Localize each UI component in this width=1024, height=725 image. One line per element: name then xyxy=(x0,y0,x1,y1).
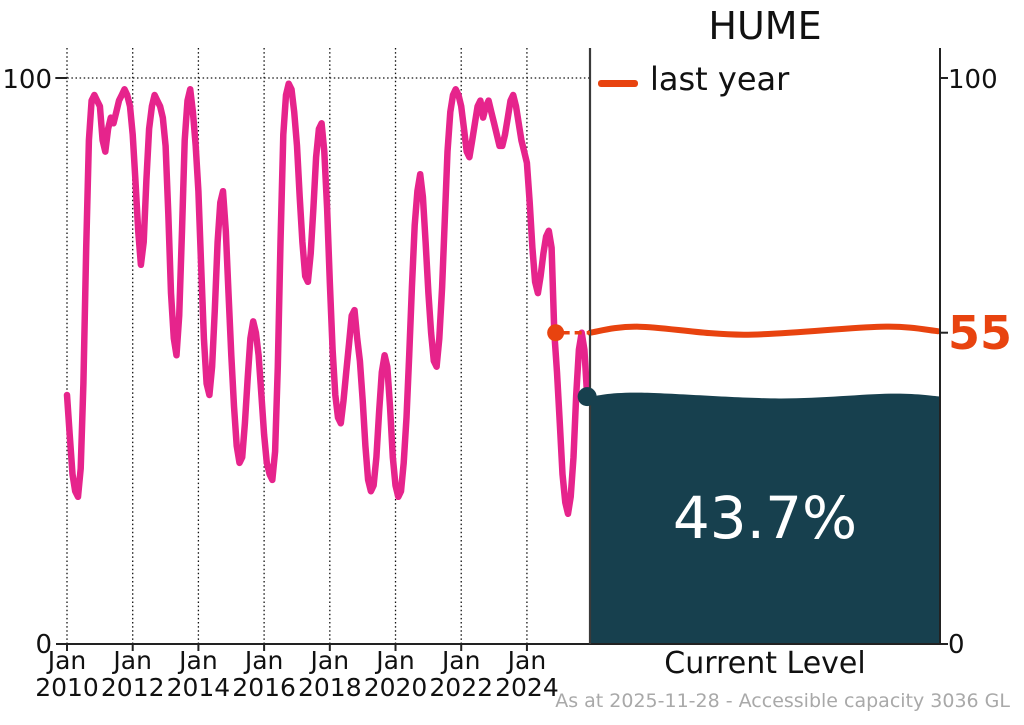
footnote: As at 2025-11-28 - Accessible capacity 3… xyxy=(555,690,1010,712)
x-tick-label: Jan 2018 xyxy=(298,646,362,702)
last-year-value-label: 55 xyxy=(948,306,1013,360)
history-line xyxy=(63,80,591,518)
x-tick-label: Jan 2020 xyxy=(363,646,428,702)
x-tick-label: Jan 2012 xyxy=(100,646,165,702)
x-tick-label: Jan 2014 xyxy=(166,646,231,702)
last-year-legend-label: last year xyxy=(650,60,790,98)
x-tick-label: Jan 2024 xyxy=(495,646,559,702)
page-title: HUME xyxy=(708,4,822,48)
last-year-legend-swatch xyxy=(598,80,638,87)
current-level-dot xyxy=(577,387,597,407)
y-axis-right-label-0: 0 xyxy=(948,630,965,660)
x-tick-label: Jan 2010 xyxy=(35,646,99,702)
last-year-marker-dot xyxy=(547,324,565,342)
y-axis-right-label-100: 100 xyxy=(948,65,998,95)
current-level-percent: 43.7% xyxy=(672,484,858,552)
current-level-fill xyxy=(590,392,940,644)
y-axis-left-label-0: 0 xyxy=(35,630,52,660)
x-tick-label: Jan 2022 xyxy=(429,646,494,702)
current-level-caption: Current Level xyxy=(664,646,866,681)
last-year-line xyxy=(587,323,941,338)
x-tick-label: Jan 2016 xyxy=(232,646,296,702)
y-axis-left-label-100: 100 xyxy=(2,65,52,95)
